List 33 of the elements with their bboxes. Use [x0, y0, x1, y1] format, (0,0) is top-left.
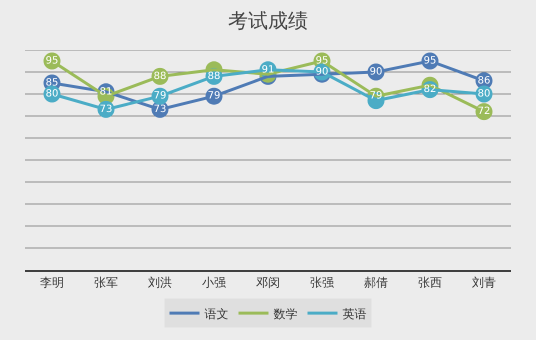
data-label: 90 [316, 66, 328, 78]
data-label: 88 [208, 70, 220, 82]
data-label: 79 [154, 90, 166, 102]
data-label: 72 [478, 106, 490, 118]
data-label: 95 [424, 56, 436, 66]
data-label: 81 [100, 86, 112, 98]
data-label: 79 [370, 90, 382, 102]
data-label: 88 [154, 70, 166, 82]
data-label: 79 [208, 90, 220, 102]
data-label: 80 [46, 88, 58, 100]
data-label: 90 [370, 66, 382, 78]
x-tick-label: 张西 [418, 275, 442, 290]
data-label: 86 [478, 75, 490, 86]
data-label: 95 [46, 56, 58, 66]
legend-label: 数学 [274, 306, 298, 321]
x-tick-label: 张强 [310, 275, 334, 290]
chart-title: 考试成绩 [228, 8, 308, 33]
data-label: 82 [424, 84, 436, 96]
data-label: 80 [478, 88, 490, 100]
legend-label: 英语 [342, 306, 366, 321]
data-label: 73 [154, 104, 166, 115]
x-tick-label: 刘青 [472, 275, 496, 290]
data-label: 85 [46, 78, 58, 88]
x-tick-label: 郝倩 [364, 275, 388, 290]
x-tick-label: 张军 [94, 275, 118, 290]
data-label: 95 [316, 56, 328, 66]
x-tick-label: 李明 [40, 275, 64, 290]
x-tick-label: 小强 [202, 275, 226, 290]
legend-label: 语文 [204, 306, 228, 321]
data-label: 91 [262, 64, 274, 76]
data-label: 73 [100, 104, 112, 115]
x-tick-label: 刘洪 [148, 275, 172, 290]
x-tick-label: 邓闵 [256, 275, 280, 290]
